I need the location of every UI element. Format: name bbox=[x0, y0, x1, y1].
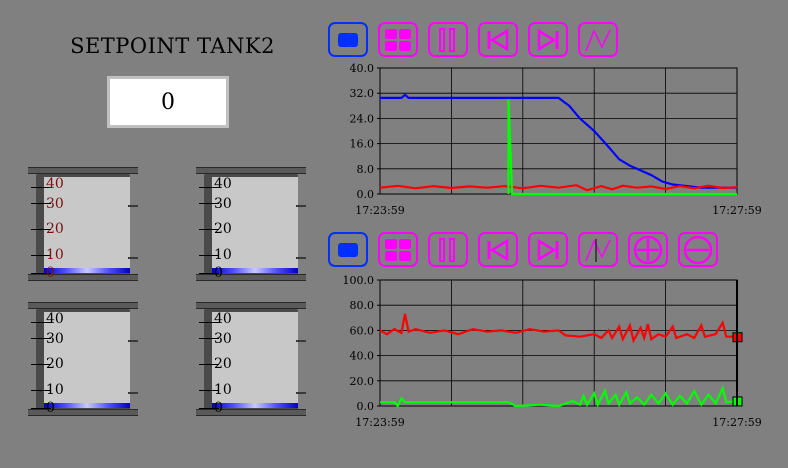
x-end-label: 17:27:59 bbox=[712, 204, 761, 217]
zoom-out-icon bbox=[683, 235, 713, 264]
y-tick-label: 8.0 bbox=[357, 163, 375, 176]
tank-scale-label: 20 bbox=[214, 221, 232, 237]
tank-scale-label: 10 bbox=[214, 382, 232, 398]
grid-button[interactable] bbox=[378, 22, 418, 57]
setpoint-title: SETPOINT TANK2 bbox=[70, 34, 275, 58]
trend-line-1 bbox=[379, 313, 737, 344]
trend-chart-top[interactable]: 40.0 32.0 24.0 16.0 8.0 0.0 17:23:59 17:27:59 bbox=[320, 60, 780, 225]
tank-scale-label: 0 bbox=[46, 265, 55, 281]
tank-level-fill bbox=[44, 268, 130, 273]
stop-button[interactable] bbox=[328, 22, 368, 57]
rewind-icon bbox=[487, 28, 509, 51]
stop-icon bbox=[338, 242, 358, 257]
y-tick-label: 100.0 bbox=[343, 274, 375, 287]
x-start-label: 17:23:59 bbox=[355, 416, 404, 429]
x-end-label: 17:27:59 bbox=[712, 416, 761, 429]
pause-icon bbox=[439, 237, 455, 262]
forward-button[interactable] bbox=[528, 22, 568, 57]
trend-chart-bottom[interactable]: 100.0 80.0 60.0 40.0 20.0 0.0 17:23:59 17:27:59 bbox=[320, 272, 780, 437]
plot-area bbox=[379, 279, 738, 407]
tank-scale-label: 30 bbox=[46, 331, 64, 347]
rewind-button[interactable] bbox=[478, 232, 518, 267]
pause-icon bbox=[439, 27, 455, 52]
wave-icon bbox=[585, 28, 611, 51]
tank-scale-label: 10 bbox=[46, 247, 64, 263]
trend-line-1 bbox=[380, 93, 737, 189]
x-start-label: 17:23:59 bbox=[355, 204, 404, 217]
wave-button[interactable] bbox=[578, 22, 618, 57]
forward-icon bbox=[537, 28, 559, 51]
tank-scale-label: 10 bbox=[46, 382, 64, 398]
zoom-out-button[interactable] bbox=[678, 232, 718, 267]
tank-level-fill bbox=[44, 403, 130, 408]
plot-area bbox=[379, 67, 738, 195]
zoom-in-icon bbox=[633, 235, 663, 264]
tank-level-fill bbox=[212, 403, 298, 408]
tank-scale-label: 40 bbox=[46, 311, 64, 327]
tank-scale-label: 40 bbox=[214, 311, 232, 327]
tank-scale-label: 0 bbox=[46, 400, 55, 416]
tank-gauge-4: 40 30 20 10 0 bbox=[196, 302, 306, 416]
trend-line-3 bbox=[507, 99, 737, 196]
y-tick-label: 0.0 bbox=[357, 400, 375, 413]
tank-gauge-3: 40 30 20 10 0 bbox=[28, 302, 138, 416]
forward-icon bbox=[537, 238, 559, 261]
trend-line-2 bbox=[380, 385, 738, 408]
y-tick-label: 40.0 bbox=[350, 62, 375, 75]
forward-button[interactable] bbox=[528, 232, 568, 267]
tank-scale-label: 0 bbox=[214, 400, 223, 416]
grid-button[interactable] bbox=[378, 232, 418, 267]
trend-line-2 bbox=[379, 184, 738, 192]
y-tick-label: 80.0 bbox=[350, 299, 375, 312]
cursor-wave-icon bbox=[585, 238, 611, 262]
grid-icon bbox=[385, 238, 411, 261]
y-tick-label: 40.0 bbox=[350, 350, 375, 363]
stop-button[interactable] bbox=[328, 232, 368, 267]
stop-icon bbox=[338, 32, 358, 47]
tank-scale-label: 40 bbox=[214, 176, 232, 192]
tank-level-fill bbox=[212, 268, 298, 273]
tank-scale-label: 20 bbox=[46, 221, 64, 237]
y-tick-label: 16.0 bbox=[350, 138, 375, 151]
tank-scale-label: 20 bbox=[46, 356, 64, 372]
rewind-icon bbox=[487, 238, 509, 261]
y-tick-label: 24.0 bbox=[350, 112, 375, 125]
rewind-button[interactable] bbox=[478, 22, 518, 57]
pause-button[interactable] bbox=[428, 22, 468, 57]
tank-scale-label: 10 bbox=[214, 247, 232, 263]
setpoint-input[interactable]: 0 bbox=[107, 76, 229, 128]
y-tick-label: 0.0 bbox=[357, 188, 375, 201]
tank-gauge-1: 40 30 20 10 0 bbox=[28, 167, 138, 281]
y-tick-label: 60.0 bbox=[350, 324, 375, 337]
y-tick-label: 32.0 bbox=[350, 87, 375, 100]
zoom-in-button[interactable] bbox=[628, 232, 668, 267]
tank-scale-label: 30 bbox=[46, 196, 64, 212]
pause-button[interactable] bbox=[428, 232, 468, 267]
tank-gauge-2: 40 30 20 10 0 bbox=[196, 167, 306, 281]
grid-icon bbox=[385, 28, 411, 51]
cursor-wave-button[interactable] bbox=[578, 232, 618, 267]
tank-scale-label: 30 bbox=[214, 331, 232, 347]
tank-scale-label: 20 bbox=[214, 356, 232, 372]
tank-scale-label: 0 bbox=[214, 265, 223, 281]
tank-scale-label: 40 bbox=[46, 176, 64, 192]
y-tick-label: 20.0 bbox=[350, 375, 375, 388]
tank-scale-label: 30 bbox=[214, 196, 232, 212]
